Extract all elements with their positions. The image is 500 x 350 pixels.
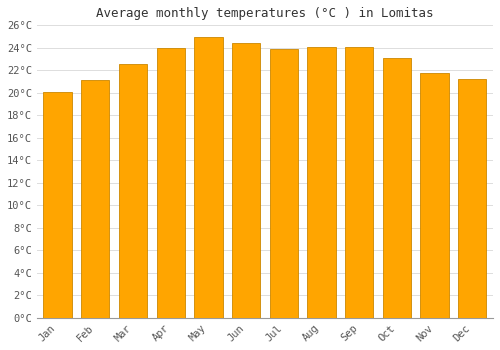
Bar xyxy=(270,49,298,318)
Bar xyxy=(420,72,449,318)
Title: Average monthly temperatures (°C ) in Lomitas: Average monthly temperatures (°C ) in Lo… xyxy=(96,7,434,20)
Bar xyxy=(308,47,336,318)
Bar xyxy=(383,58,411,318)
Bar xyxy=(119,64,147,318)
Bar xyxy=(194,36,222,318)
Bar xyxy=(232,43,260,318)
Bar xyxy=(458,79,486,318)
Bar xyxy=(81,80,110,318)
Bar xyxy=(156,48,185,318)
Bar xyxy=(345,47,374,318)
Bar xyxy=(44,92,72,318)
